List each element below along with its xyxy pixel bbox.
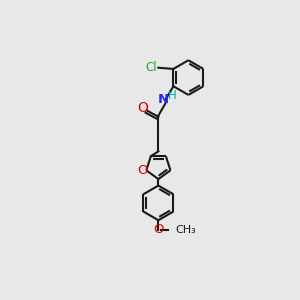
Text: Cl: Cl [146, 61, 157, 74]
Text: N: N [158, 93, 169, 106]
Text: O: O [137, 164, 147, 177]
Text: O: O [153, 224, 164, 236]
Text: CH₃: CH₃ [175, 225, 196, 235]
Text: H: H [168, 89, 177, 102]
Text: O: O [137, 101, 148, 115]
